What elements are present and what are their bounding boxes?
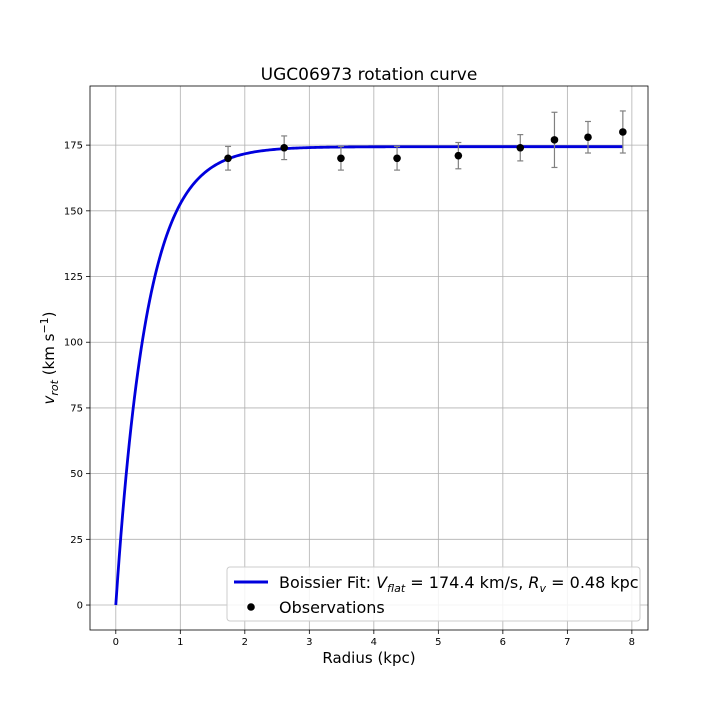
- y-label-unit-open: (km s: [40, 333, 58, 380]
- y-tick-label: 50: [70, 469, 83, 480]
- fit-curve-layer: [114, 145, 623, 606]
- legend-observations-label: Observations: [279, 598, 385, 617]
- y-tick-label: 75: [70, 403, 83, 414]
- legend-observations-marker: [247, 603, 255, 611]
- x-tick-label: 5: [435, 637, 441, 648]
- y-axis-label: vrot (km s−1): [38, 311, 61, 404]
- x-axis-label: Radius (kpc): [322, 649, 415, 667]
- x-tick-label: 6: [500, 637, 506, 648]
- chart-title: UGC06973 rotation curve: [261, 65, 478, 85]
- fit-curve: [114, 145, 623, 606]
- legend-box: [226, 566, 641, 622]
- legend-vflat-text: = 174.4 km/s,: [405, 573, 528, 592]
- observation-point: [454, 151, 463, 160]
- observation-point: [619, 128, 627, 136]
- y-tick-label: 175: [64, 141, 83, 152]
- legend-rv-text: = 0.48 kpc: [546, 573, 639, 592]
- x-tick-label: 7: [564, 637, 570, 648]
- legend: Boissier Fit: Vflat = 174.4 km/s, Rv = 0…: [226, 566, 641, 622]
- legend-vflat-symbol: V: [376, 573, 388, 592]
- y-tick-label: 100: [64, 338, 83, 349]
- x-tick-label: 8: [629, 637, 635, 648]
- observation-point: [516, 143, 525, 152]
- observation-point: [224, 154, 232, 163]
- x-tick-label: 2: [242, 637, 248, 648]
- y-tick-label: 150: [64, 206, 83, 217]
- grid: [90, 86, 648, 630]
- y-tick-label: 0: [77, 601, 83, 612]
- legend-rv-sub: v: [540, 582, 547, 595]
- legend-rv-symbol: R: [528, 573, 539, 592]
- legend-fit-prefix: Boissier Fit:: [279, 573, 376, 592]
- x-ticks: 0 1 2 3 4 5 6 7 8: [113, 630, 635, 648]
- x-tick-label: 3: [306, 637, 312, 648]
- x-tick-label: 0: [113, 637, 119, 648]
- legend-fit-label: Boissier Fit: Vflat = 174.4 km/s, Rv = 0…: [279, 573, 639, 595]
- plot-frame: [89, 85, 649, 631]
- y-tick-label: 25: [70, 535, 83, 546]
- y-label-main: v: [40, 395, 58, 405]
- observation-point: [337, 154, 345, 163]
- y-label-sub: rot: [48, 379, 61, 395]
- observations-layer: [224, 110, 627, 171]
- observation-point: [550, 136, 559, 144]
- y-tick-label: 125: [64, 272, 83, 283]
- observation-point: [280, 143, 288, 152]
- y-label-unit-close: ): [40, 311, 58, 317]
- legend-vflat-sub: flat: [387, 582, 406, 595]
- x-tick-label: 1: [177, 637, 183, 648]
- x-tick-label: 4: [371, 637, 377, 648]
- observation-point: [393, 154, 401, 163]
- observation-point: [584, 133, 592, 142]
- y-ticks: 0 25 50 75 100 125 150 175: [64, 141, 90, 612]
- y-label-unit-sup: −1: [38, 317, 51, 333]
